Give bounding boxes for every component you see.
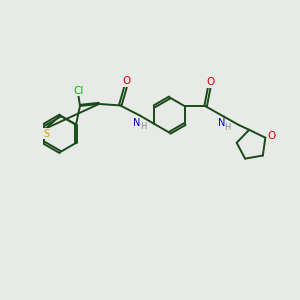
Text: N: N	[218, 118, 225, 128]
Text: Cl: Cl	[73, 86, 84, 96]
Text: O: O	[123, 76, 131, 86]
Text: S: S	[44, 129, 50, 139]
Text: N: N	[133, 118, 140, 128]
Text: H: H	[224, 123, 231, 132]
Text: O: O	[206, 77, 214, 87]
Text: H: H	[140, 122, 146, 131]
Text: O: O	[268, 131, 276, 141]
